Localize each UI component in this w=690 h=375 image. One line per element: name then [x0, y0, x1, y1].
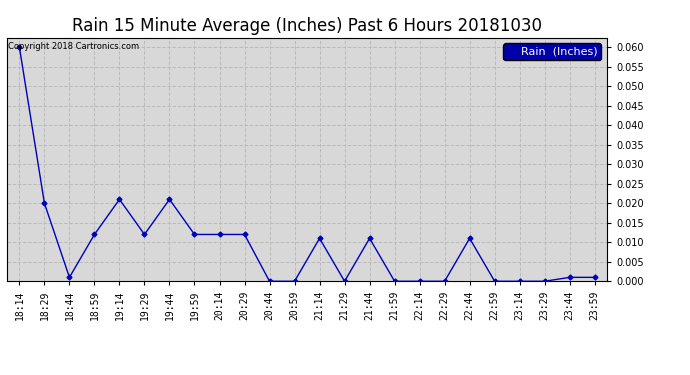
Rain  (Inches)	[215, 232, 224, 237]
Rain  (Inches)	[515, 279, 524, 284]
Rain  (Inches)	[40, 201, 48, 206]
Rain  (Inches)	[115, 197, 124, 202]
Rain  (Inches)	[66, 275, 74, 280]
Rain  (Inches)	[166, 197, 174, 202]
Rain  (Inches)	[240, 232, 248, 237]
Rain  (Inches)	[466, 236, 474, 241]
Rain  (Inches)	[315, 236, 324, 241]
Rain  (Inches)	[591, 275, 599, 280]
Rain  (Inches)	[290, 279, 299, 284]
Title: Rain 15 Minute Average (Inches) Past 6 Hours 20181030: Rain 15 Minute Average (Inches) Past 6 H…	[72, 16, 542, 34]
Rain  (Inches)	[190, 232, 199, 237]
Rain  (Inches)	[491, 279, 499, 284]
Rain  (Inches)	[90, 232, 99, 237]
Rain  (Inches)	[15, 45, 23, 50]
Rain  (Inches)	[140, 232, 148, 237]
Text: Copyright 2018 Cartronics.com: Copyright 2018 Cartronics.com	[8, 42, 139, 51]
Line: Rain  (Inches): Rain (Inches)	[18, 45, 596, 283]
Rain  (Inches)	[266, 279, 274, 284]
Rain  (Inches)	[366, 236, 374, 241]
Rain  (Inches)	[440, 279, 449, 284]
Rain  (Inches)	[340, 279, 348, 284]
Rain  (Inches)	[415, 279, 424, 284]
Rain  (Inches)	[540, 279, 549, 284]
Rain  (Inches)	[391, 279, 399, 284]
Rain  (Inches)	[566, 275, 574, 280]
Legend: Rain  (Inches): Rain (Inches)	[503, 43, 601, 60]
